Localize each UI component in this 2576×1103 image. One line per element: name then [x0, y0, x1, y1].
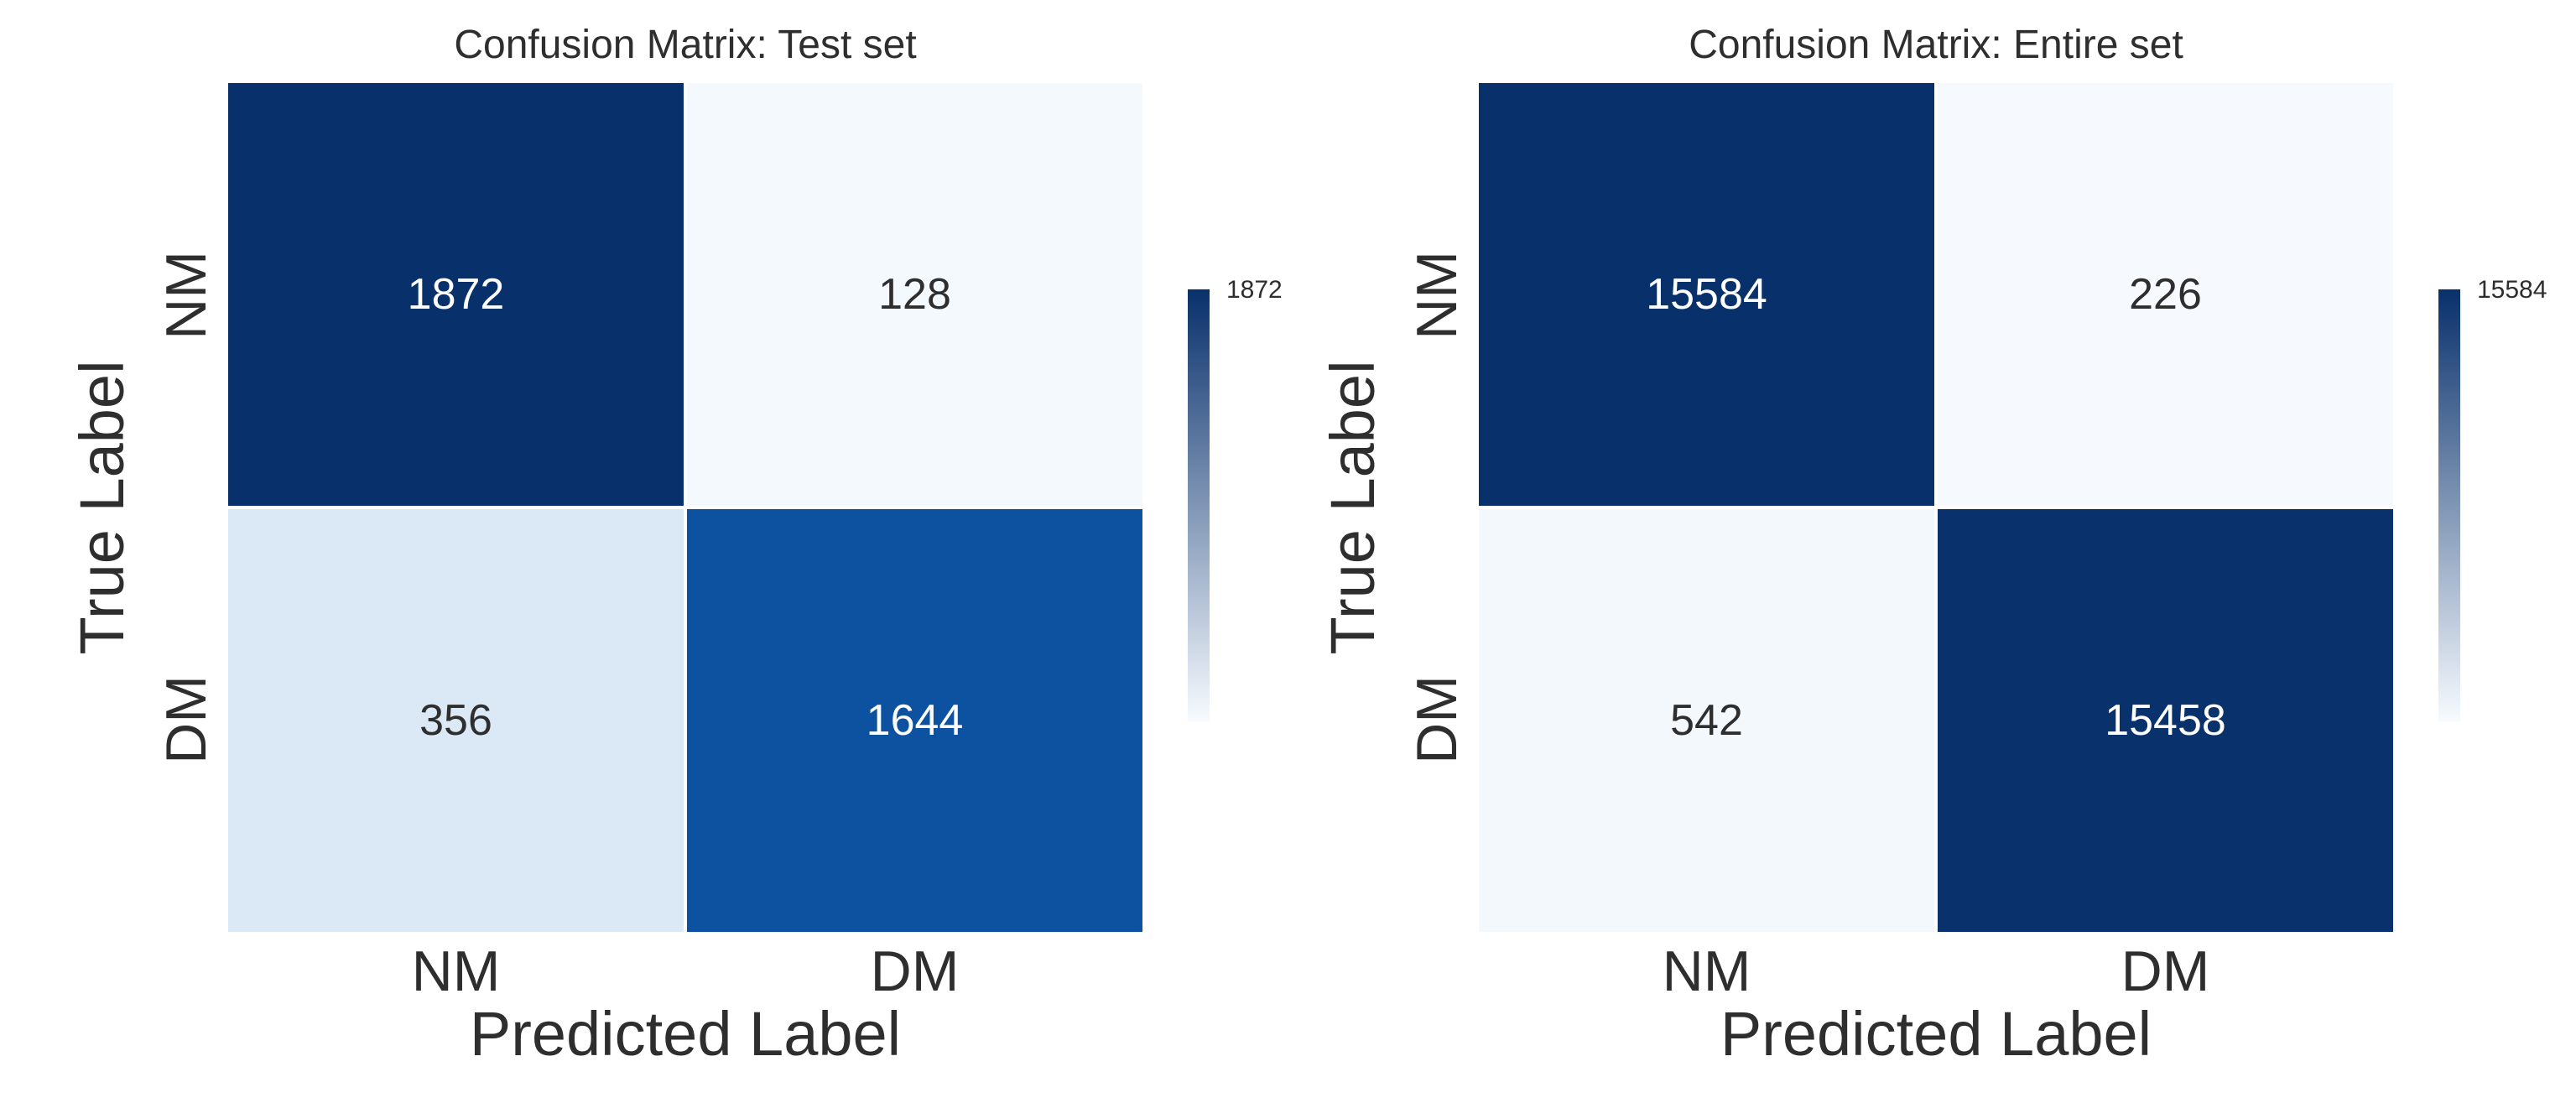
- matrix-cell-true-nm-pred-nm: 15584: [1479, 83, 1934, 506]
- matrix-cell-true-dm-pred-dm: 1644: [687, 509, 1142, 932]
- matrix-cell-true-nm-pred-dm: 128: [687, 83, 1142, 506]
- y-axis-label: True Label: [1318, 360, 1387, 655]
- matrix-cell-true-dm-pred-dm: 15458: [1938, 509, 2393, 932]
- x-axis-label: Predicted Label: [1720, 999, 2152, 1069]
- confusion-matrix-panel-test-set: Confusion Matrix: Test set 1872 128 356 …: [67, 23, 1283, 1069]
- matrix-cell-true-nm-pred-nm: 1872: [228, 83, 684, 506]
- x-axis-label: Predicted Label: [469, 999, 902, 1069]
- chart-title: Confusion Matrix: Entire set: [1689, 23, 2183, 67]
- heatmap-grid: 15584 226 542 15458: [1479, 83, 2393, 932]
- matrix-cell-true-nm-pred-dm: 226: [1938, 83, 2393, 506]
- heatmap-grid: 1872 128 356 1644: [228, 83, 1142, 932]
- matrix-cell-true-dm-pred-nm: 542: [1479, 509, 1934, 932]
- y-tick-dm: DM: [1405, 675, 1469, 764]
- colorbar-max-tick-label: 15584: [2477, 276, 2547, 304]
- y-tick-nm: NM: [1405, 251, 1469, 340]
- matrix-cell-true-dm-pred-nm: 356: [228, 509, 684, 932]
- x-tick-nm: NM: [411, 939, 501, 1003]
- x-tick-nm: NM: [1662, 939, 1751, 1003]
- confusion-matrix-panel-entire-set: Confusion Matrix: Entire set 15584 226 5…: [1251, 0, 2576, 1103]
- colorbar-gradient: [1188, 289, 1210, 721]
- colorbar-gradient: [2438, 289, 2460, 721]
- y-tick-nm: NM: [154, 251, 218, 340]
- y-tick-dm: DM: [154, 675, 218, 764]
- x-tick-dm: DM: [2121, 939, 2210, 1003]
- y-axis-label: True Label: [67, 360, 137, 655]
- chart-title: Confusion Matrix: Test set: [454, 23, 917, 67]
- colorbar-max-tick-label: 1872: [1226, 276, 1283, 304]
- x-tick-dm: DM: [870, 939, 960, 1003]
